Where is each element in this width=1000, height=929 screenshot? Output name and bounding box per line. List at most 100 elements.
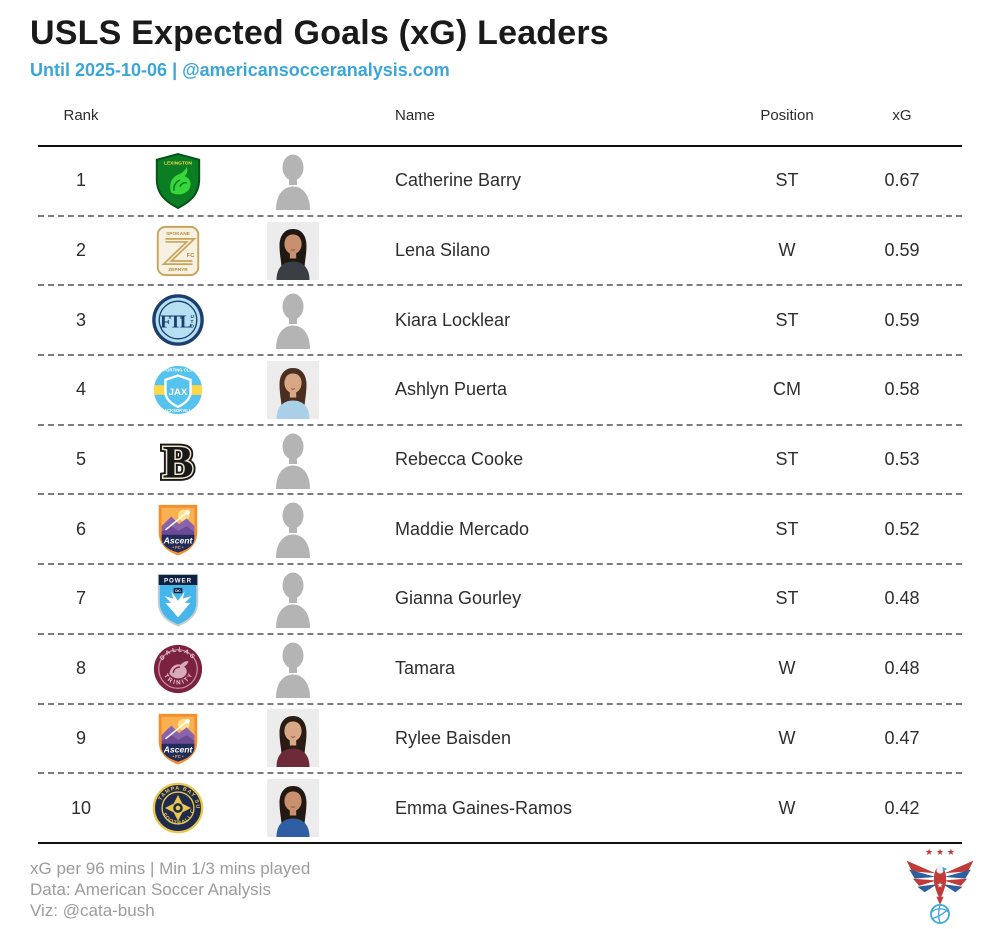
- footer-notes: xG per 96 mins | Min 1/3 mins played Dat…: [30, 858, 1000, 921]
- fort-lauderdale-united-logo: FTL U T D: [124, 291, 232, 349]
- xg-leaders-table: Rank Name Position xG 1 LEXINGTON Cather…: [38, 103, 962, 844]
- rank-value: 5: [75, 449, 86, 470]
- player-name: Tamara: [395, 658, 456, 679]
- footer-note-methodology: xG per 96 mins | Min 1/3 mins played: [30, 858, 311, 878]
- player-name: Ashlyn Puerta: [395, 379, 508, 400]
- xg-value: 0.42: [884, 797, 920, 818]
- svg-text:FTL: FTL: [160, 312, 192, 332]
- svg-text:• FC •: • FC •: [173, 546, 184, 551]
- svg-text:D: D: [191, 324, 195, 330]
- table-row: 2 SPOKANE FC ZEPHYR Lena Silano W 0.59: [38, 217, 962, 287]
- player-silhouette-icon: [232, 431, 354, 489]
- american-soccer-analysis-eagle-logo: ★ ★ ★ ★: [902, 845, 978, 925]
- col-header-position: Position: [760, 107, 814, 124]
- xg-value: 0.53: [884, 449, 920, 470]
- table-row: 4 JAX SPORTING CLUB JACKSONVILLE Ashlyn …: [38, 356, 962, 426]
- player-photo: [232, 360, 354, 419]
- carolina-ascent-fc-logo: Ascent • FC •: [124, 709, 232, 767]
- spokane-zephyr-fc-logo: SPOKANE FC ZEPHYR: [124, 222, 232, 280]
- rank-value: 9: [75, 727, 86, 748]
- table-header-row: Rank Name Position xG: [38, 103, 962, 147]
- table-row: 1 LEXINGTON Catherine Barry ST 0.67: [38, 147, 962, 217]
- svg-text:DC: DC: [175, 589, 181, 593]
- position-value: CM: [773, 379, 801, 400]
- page-title: USLS Expected Goals (xG) Leaders: [30, 14, 609, 52]
- rank-value: 1: [75, 170, 86, 191]
- xg-value: 0.52: [884, 518, 920, 539]
- col-header-name: Name: [395, 107, 436, 124]
- header: USLS Expected Goals (xG) Leaders Until 2…: [0, 0, 1000, 81]
- svg-text:U: U: [191, 314, 195, 320]
- player-photo: [232, 779, 354, 838]
- carolina-ascent-fc-logo: Ascent • FC •: [124, 500, 232, 558]
- tampa-bay-sun-fc-logo: TAMPA BAY SUN FOOTBALL CLUB: [124, 779, 232, 837]
- player-silhouette-icon: [232, 640, 354, 698]
- col-header-xg: xG: [892, 107, 912, 124]
- svg-text:• FC •: • FC •: [173, 755, 184, 760]
- player-photo: [232, 709, 354, 768]
- xg-value: 0.48: [884, 588, 920, 609]
- player-name: Rylee Baisden: [395, 727, 512, 748]
- svg-text:B: B: [163, 437, 194, 488]
- player-name: Rebecca Cooke: [395, 449, 524, 470]
- svg-text:SPORTING CLUB: SPORTING CLUB: [160, 368, 195, 373]
- svg-text:B: B: [163, 437, 194, 488]
- player-name: Maddie Mercado: [395, 518, 530, 539]
- rank-value: 7: [75, 588, 86, 609]
- xg-value: 0.59: [884, 309, 920, 330]
- xg-value: 0.67: [884, 170, 920, 191]
- position-value: W: [778, 797, 796, 818]
- rank-value: 3: [75, 309, 86, 330]
- sporting-jax-logo: JAX SPORTING CLUB JACKSONVILLE: [124, 361, 232, 419]
- position-value: W: [778, 727, 796, 748]
- dallas-trinity-fc-logo: DALLAS TRINITY: [124, 640, 232, 698]
- svg-text:SPOKANE: SPOKANE: [166, 231, 191, 237]
- svg-text:Ascent: Ascent: [163, 536, 194, 546]
- svg-text:Ascent: Ascent: [163, 745, 194, 755]
- player-name: Catherine Barry: [395, 170, 522, 191]
- rank-value: 2: [75, 240, 86, 261]
- col-header-rank: Rank: [63, 107, 99, 124]
- player-silhouette-icon: [232, 570, 354, 628]
- brooklyn-fc-logo: B B B: [124, 431, 232, 489]
- player-name: Gianna Gourley: [395, 588, 522, 609]
- table-row: 5 B B B Rebecca Cooke ST 0.53: [38, 426, 962, 496]
- footer-note-data-source: Data: American Soccer Analysis: [30, 879, 271, 899]
- table-body: 1 LEXINGTON Catherine Barry ST 0.67 2 SPOKA…: [38, 147, 962, 844]
- table-row: 8 DALLAS TRINITY Tamara W 0.48: [38, 635, 962, 705]
- player-name: Emma Gaines-Ramos: [395, 797, 573, 818]
- player-silhouette-icon: [232, 291, 354, 350]
- rank-value: 8: [75, 658, 86, 679]
- position-value: ST: [775, 170, 799, 191]
- svg-text:T: T: [191, 319, 194, 325]
- table-row: 6 Ascent • FC • Maddie Mercado ST 0.52: [38, 495, 962, 566]
- svg-text:★ ★ ★: ★ ★ ★: [925, 848, 955, 858]
- xg-value: 0.47: [884, 727, 920, 748]
- page-subtitle: Until 2025-10-06 | @americansocceranalys…: [30, 60, 450, 80]
- player-photo: [232, 221, 354, 280]
- dc-power-fc-logo: POWER DC: [124, 570, 232, 628]
- xg-value: 0.59: [884, 240, 920, 261]
- player-silhouette-icon: [232, 152, 354, 210]
- svg-text:ZEPHYR: ZEPHYR: [168, 267, 188, 273]
- svg-text:FC: FC: [187, 252, 195, 258]
- table-row: 7 POWER DC Gianna Gourley ST 0.48: [38, 565, 962, 635]
- rank-value: 10: [70, 797, 92, 818]
- svg-text:LEXINGTON: LEXINGTON: [164, 160, 193, 166]
- table-row: 3 FTL U T D Kiara Locklear ST 0.59: [38, 286, 962, 357]
- svg-text:B: B: [163, 437, 194, 488]
- position-value: W: [778, 240, 796, 261]
- rank-value: 6: [75, 518, 86, 539]
- svg-text:★: ★: [937, 881, 943, 890]
- position-value: W: [778, 658, 796, 679]
- player-name: Kiara Locklear: [395, 309, 511, 330]
- table-row: 9 Ascent • FC • Rylee Baisden W 0.47: [38, 705, 962, 775]
- table-row: 10 TAMPA BAY SUN FOOTBALL CLUB Emma Gain…: [38, 774, 962, 844]
- lexington-sc-logo: LEXINGTON: [124, 152, 232, 210]
- position-value: ST: [775, 449, 799, 470]
- player-silhouette-icon: [232, 500, 354, 559]
- xg-value: 0.58: [884, 379, 920, 400]
- position-value: ST: [775, 309, 799, 330]
- position-value: ST: [775, 588, 799, 609]
